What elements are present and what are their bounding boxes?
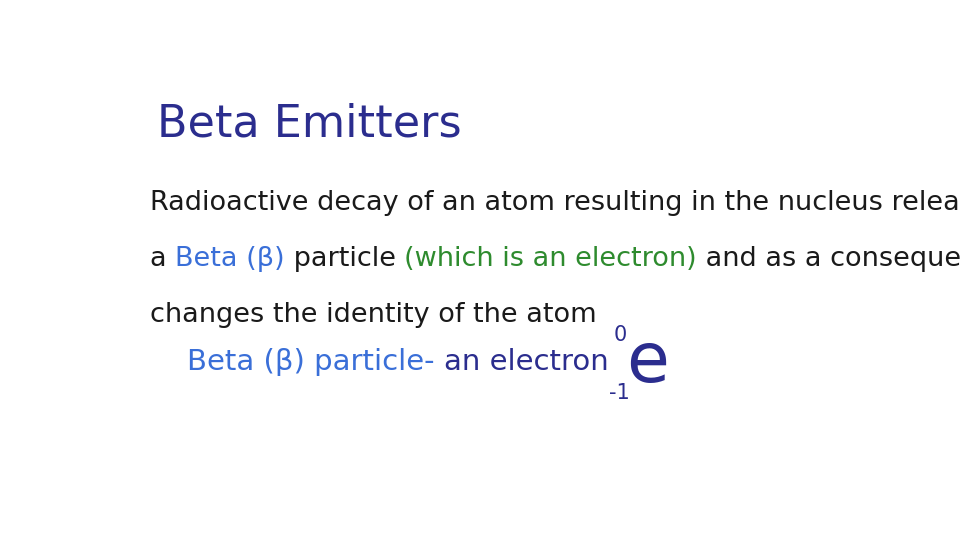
- Text: 0: 0: [613, 325, 627, 345]
- Text: Beta (β): Beta (β): [175, 246, 284, 272]
- Text: e: e: [626, 329, 669, 396]
- Text: a: a: [150, 246, 175, 272]
- Text: -1: -1: [609, 383, 630, 403]
- Text: particle: particle: [284, 246, 404, 272]
- Text: changes the identity of the atom: changes the identity of the atom: [150, 302, 596, 328]
- Text: Beta (β) particle-: Beta (β) particle-: [187, 348, 444, 376]
- Text: (which is an electron): (which is an electron): [404, 246, 697, 272]
- Text: Radioactive decay of an atom resulting in the nucleus releasing: Radioactive decay of an atom resulting i…: [150, 190, 960, 215]
- Text: Beta Emitters: Beta Emitters: [157, 102, 462, 145]
- Text: an electron: an electron: [444, 348, 609, 376]
- Text: and as a consequence: and as a consequence: [697, 246, 960, 272]
